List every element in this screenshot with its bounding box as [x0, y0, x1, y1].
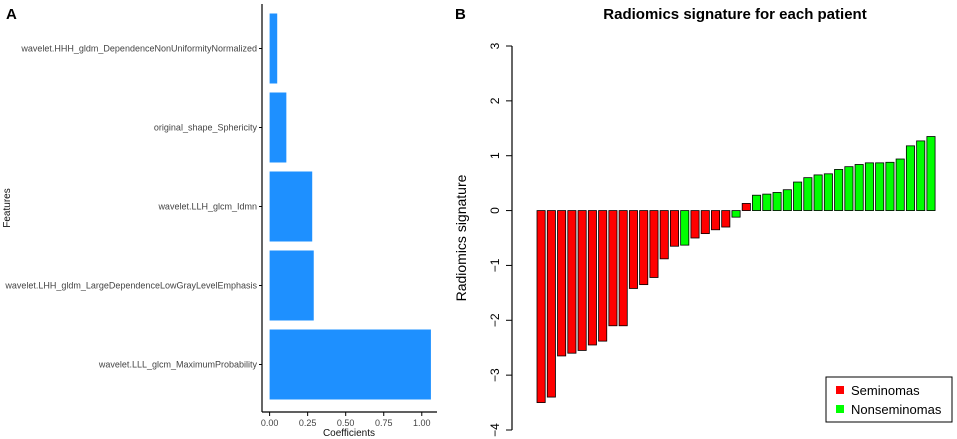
legend-label-nonseminomas: Nonseminomas — [851, 402, 942, 417]
x-tick-label: 0.75 — [375, 418, 393, 428]
patient-bar — [885, 161, 895, 211]
patient-bar — [752, 194, 762, 211]
patient-bar — [793, 181, 803, 211]
feature-label: wavelet.LLH_glcm_Idmn — [157, 202, 257, 212]
legend: Seminomas Nonseminomas — [825, 376, 953, 423]
patient-bar — [711, 210, 721, 231]
patient-bar — [721, 210, 731, 228]
patient-bar — [608, 210, 618, 327]
feature-label: wavelet.HHH_gldm_DependenceNonUniformity… — [20, 44, 257, 54]
patient-bar — [598, 210, 608, 342]
patient-bar — [926, 136, 936, 211]
y-tick-label: −1 — [488, 258, 502, 272]
patient-bar — [916, 140, 926, 211]
patient-bar — [762, 193, 772, 211]
feature-label: wavelet.LHH_gldm_LargeDependenceLowGrayL… — [4, 281, 257, 291]
x-tick-label: 0.25 — [299, 418, 317, 428]
x-tick-label: 0.00 — [261, 418, 279, 428]
patient-bar — [864, 162, 874, 211]
patient-bar — [731, 210, 741, 218]
panel-a-x-axis-label: Coefficients — [323, 428, 375, 439]
feature-bar — [269, 171, 313, 242]
panel-b: B Radiomics signature for each patient R… — [453, 6, 953, 437]
patient-bar — [823, 173, 833, 211]
panel-a-y-axis-label: Features — [2, 188, 13, 227]
feature-bar — [269, 250, 314, 321]
patient-bar — [803, 177, 813, 211]
patient-bar — [680, 210, 690, 246]
patient-bar — [905, 145, 915, 211]
patient-bar — [782, 189, 792, 211]
legend-box — [825, 376, 953, 423]
patient-bar — [895, 158, 905, 211]
panel-a: A Features Coefficients wavelet.HHH_gldm… — [2, 4, 437, 439]
panel-b-title: Radiomics signature for each patient — [603, 6, 866, 23]
patient-bar — [813, 174, 823, 211]
patient-bar — [772, 192, 782, 211]
patient-bar — [587, 210, 597, 346]
patient-bar — [854, 164, 864, 211]
patient-bar — [536, 210, 546, 403]
feature-bar — [269, 13, 278, 84]
y-tick-label: 1 — [488, 152, 502, 159]
y-tick-label: −4 — [488, 423, 502, 437]
panel-a-label: A — [6, 6, 17, 23]
patient-bar — [834, 169, 844, 211]
patient-bar — [669, 210, 679, 247]
legend-label-seminomas: Seminomas — [851, 383, 920, 398]
x-tick-label: 0.50 — [337, 418, 355, 428]
y-tick-label: 3 — [488, 42, 502, 49]
patient-bar — [875, 162, 885, 211]
feature-label: wavelet.LLL_glcm_MaximumProbability — [98, 360, 258, 370]
feature-bar — [269, 92, 287, 163]
patient-bar — [567, 210, 577, 354]
y-tick-label: 0 — [488, 207, 502, 214]
patient-bar — [546, 210, 556, 398]
y-tick-label: 2 — [488, 97, 502, 104]
patient-bar — [557, 210, 567, 357]
patient-bar — [700, 210, 710, 235]
patient-bar — [618, 210, 628, 327]
patient-bar — [659, 210, 669, 260]
patient-bar — [639, 210, 649, 286]
legend-swatch-seminomas — [836, 386, 844, 394]
y-tick-label: −3 — [488, 368, 502, 382]
patient-bar — [628, 210, 638, 289]
feature-bar — [269, 329, 431, 400]
panel-b-label: B — [455, 6, 466, 23]
y-tick-label: −2 — [488, 313, 502, 327]
legend-swatch-nonseminomas — [836, 405, 844, 413]
feature-label: original_shape_Sphericity — [154, 123, 258, 133]
patient-bar — [577, 210, 587, 351]
patient-bar — [844, 166, 854, 211]
x-tick-label: 1.00 — [413, 418, 431, 428]
patient-bar — [649, 210, 659, 278]
patient-bar — [690, 210, 700, 239]
panel-b-y-axis-label: Radiomics signature — [453, 174, 469, 301]
patient-bar — [741, 203, 751, 211]
